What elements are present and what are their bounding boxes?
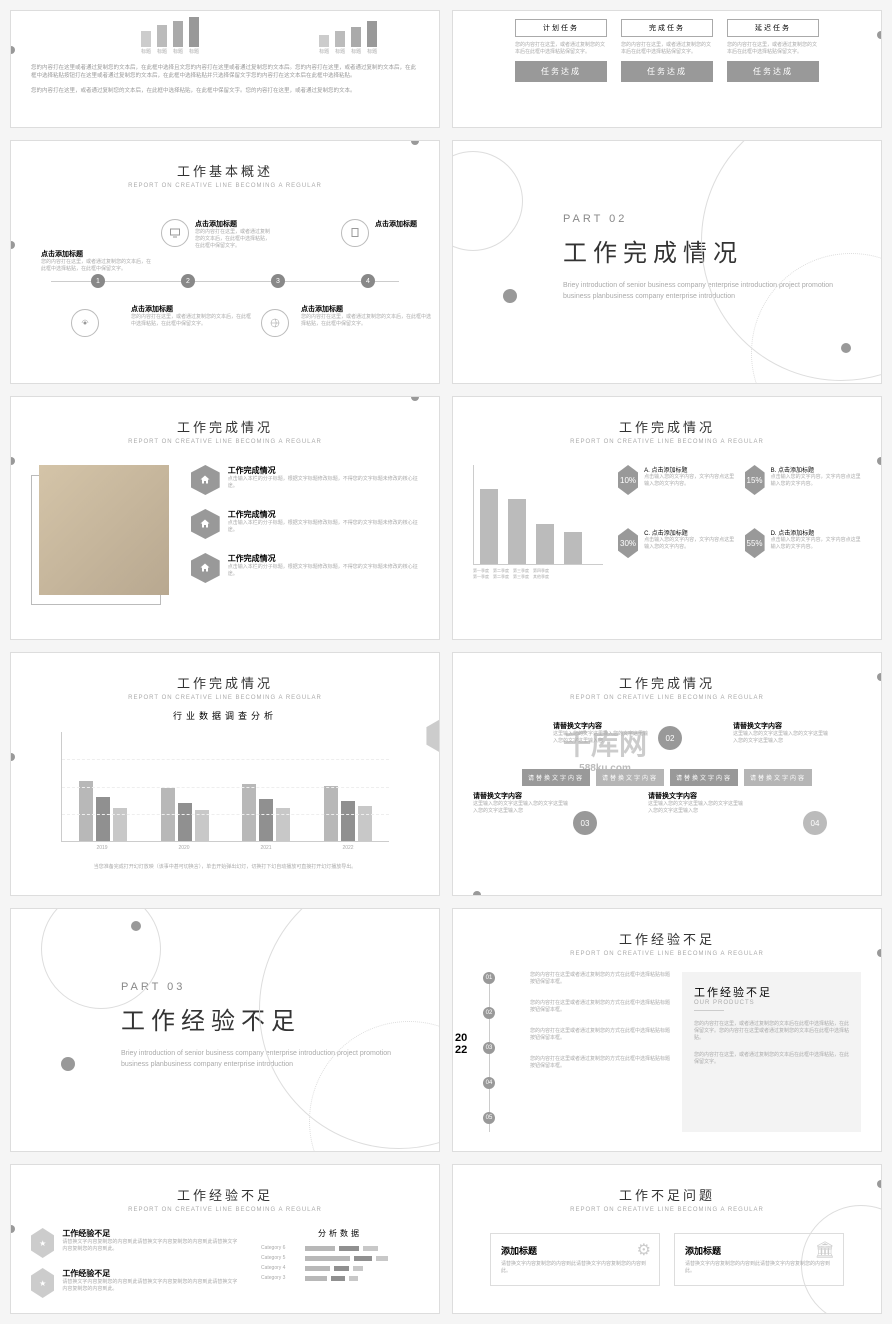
- slide-11: 工作经验不足 REPORT ON CREATIVE LINE BECOMING …: [10, 1164, 440, 1314]
- laptop-image: [39, 465, 169, 595]
- part-label: PART 02: [563, 213, 861, 225]
- slide-1: 标题标题标题标题 标题标题标题标题 您的内容打在这里或者通过复制您的文本后，在此…: [10, 10, 440, 128]
- monitor-icon: [161, 219, 189, 247]
- slide-2: 计划任务 您的内容打在这里，或者通过复制您的文本后在此框中选择粘贴保留文字。 任…: [452, 10, 882, 128]
- bar-chart: 第一季度 第二季度 第三季度 第四季度 第一季度 第二季度 第三季度 其他季度: [473, 465, 603, 579]
- hbar-chart: Category 6 Category 5 Category 4 Categor…: [261, 1245, 419, 1282]
- desc-1: 您的内容打在这里或者通过复制您的文本后，在此框中选择且文您的内容打在这里或者通过…: [31, 64, 419, 81]
- slide-title: 工作基本概述: [31, 161, 419, 180]
- slide-6: 工作完成情况 REPORT ON CREATIVE LINE BECOMING …: [452, 396, 882, 640]
- year-label: 20 22: [455, 1032, 467, 1056]
- slide-8: 工作完成情况 REPORT ON CREATIVE LINE BECOMING …: [452, 652, 882, 896]
- doc-icon: [341, 219, 369, 247]
- slide-7: 工作完成情况 REPORT ON CREATIVE LINE BECOMING …: [10, 652, 440, 896]
- slide-3: 工作基本概述 REPORT ON CREATIVE LINE BECOMING …: [10, 140, 440, 384]
- mini-chart-1: [141, 17, 199, 47]
- star-icon: ★: [31, 1228, 54, 1258]
- slide-5: 工作完成情况 REPORT ON CREATIVE LINE BECOMING …: [10, 396, 440, 640]
- slide-12: 工作不足问题 REPORT ON CREATIVE LINE BECOMING …: [452, 1164, 882, 1314]
- gear-icon: ⚙: [637, 1240, 651, 1260]
- house-icon: [191, 465, 220, 495]
- mini-chart-2: [319, 17, 377, 47]
- task-btn[interactable]: 任务达成: [515, 61, 607, 82]
- slide-10: 工作经验不足 REPORT ON CREATIVE LINE BECOMING …: [452, 908, 882, 1152]
- col-header: 计划任务: [515, 19, 607, 37]
- globe-icon: [261, 309, 289, 337]
- slide-4: PART 02 工作完成情况 Briey introduction of sen…: [452, 140, 882, 384]
- audio-icon: [71, 309, 99, 337]
- slide-9: PART 03 工作经验不足 Briey introduction of sen…: [10, 908, 440, 1152]
- section-title: 工作完成情况: [563, 233, 861, 268]
- building-icon: 🏛: [815, 1240, 835, 1260]
- chart-title: 行业数据调查分析: [31, 709, 419, 722]
- grouped-bar-chart: [61, 732, 389, 842]
- desc-2: 您的内容打在这里，或者通过复制您的文本后，在此框中选择粘贴，在此框中保留文字。您…: [31, 87, 419, 95]
